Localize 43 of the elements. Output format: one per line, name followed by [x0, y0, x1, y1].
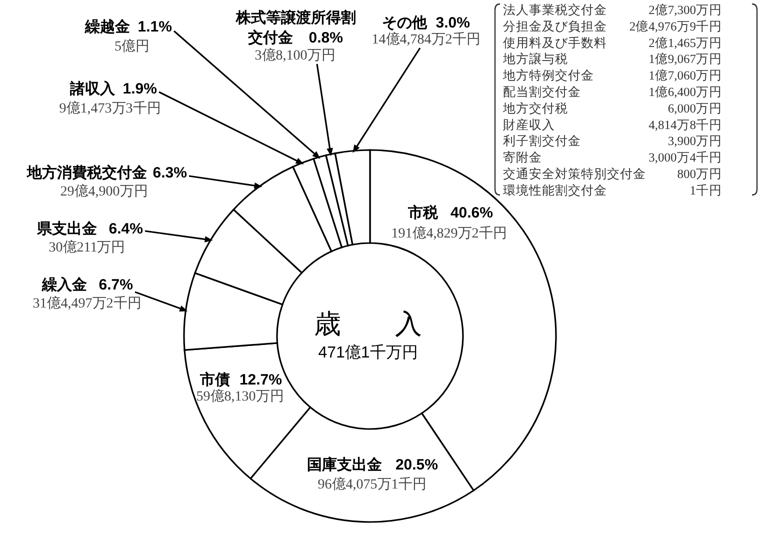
data-label: 0.8% [308, 30, 343, 46]
text: 29億4,900万円 [60, 184, 148, 200]
text: 3億8,100万円 [254, 48, 336, 64]
data-label: 12.7% [239, 372, 282, 388]
slice-label: 地方消費税交付金 [26, 164, 147, 182]
text: 地方譲与税 1億9,067万円 [503, 52, 722, 66]
text: 59億8,130万円 [196, 390, 284, 404]
text: 歳 入 [314, 309, 422, 339]
slice-label: 繰入金 [41, 276, 87, 294]
text: 財産収入 4,814万8千円 [503, 118, 722, 132]
text: 寄附金 3,000万4千円 [503, 150, 722, 165]
text: 471億1千万円 [318, 344, 418, 362]
data-label: 1.1% [138, 18, 172, 36]
text: 交通安全対策特別交付金 800万円 [503, 167, 722, 181]
text: 配当割交付金 1億6,400万円 [503, 85, 722, 99]
data-label: 1.9% [122, 80, 157, 98]
text: 使用料及び手数料 2億1,465万円 [503, 36, 722, 50]
text: 法人事業税交付金 2億7,300万円 [503, 3, 722, 17]
text: 14億4,784万2千円 [372, 32, 480, 48]
text: 5億円 [114, 40, 150, 54]
slice-label: 市債 [199, 370, 230, 388]
text: 9億1,473万3千円 [59, 102, 161, 116]
slice-label: 諸収入 [69, 80, 116, 98]
text: 30億211万円 [48, 240, 126, 256]
slice-label: その他 [382, 14, 428, 32]
slice-label: 市税 [407, 204, 439, 222]
slice-label: 国庫支出金 [307, 456, 382, 474]
text: 31億4,497万2千円 [32, 296, 142, 312]
text: 地方交付税 6,000万円 [503, 101, 722, 116]
data-label: 6.4% [108, 220, 143, 238]
slice-label: 繰越金 [84, 18, 130, 36]
data-label: 3.0% [436, 14, 470, 32]
data-label: 6.3% [152, 164, 187, 182]
data-label: 6.7% [98, 276, 133, 294]
text: 191億4,829万2千円 [391, 226, 507, 242]
text: 96億4,075万1千円 [318, 478, 426, 492]
text: 利子割交付金 3,900万円 [503, 134, 722, 148]
data-label: 20.5% [395, 456, 438, 474]
slice-label: 県支出金 [36, 220, 97, 238]
text: 地方特例交付金 1億7,060万円 [503, 68, 722, 83]
data-label: 40.6% [450, 204, 493, 222]
text: 分担金及び負担金 2億4,976万9千円 [503, 19, 722, 34]
text: 環境性能割交付金 1千円 [503, 183, 722, 198]
